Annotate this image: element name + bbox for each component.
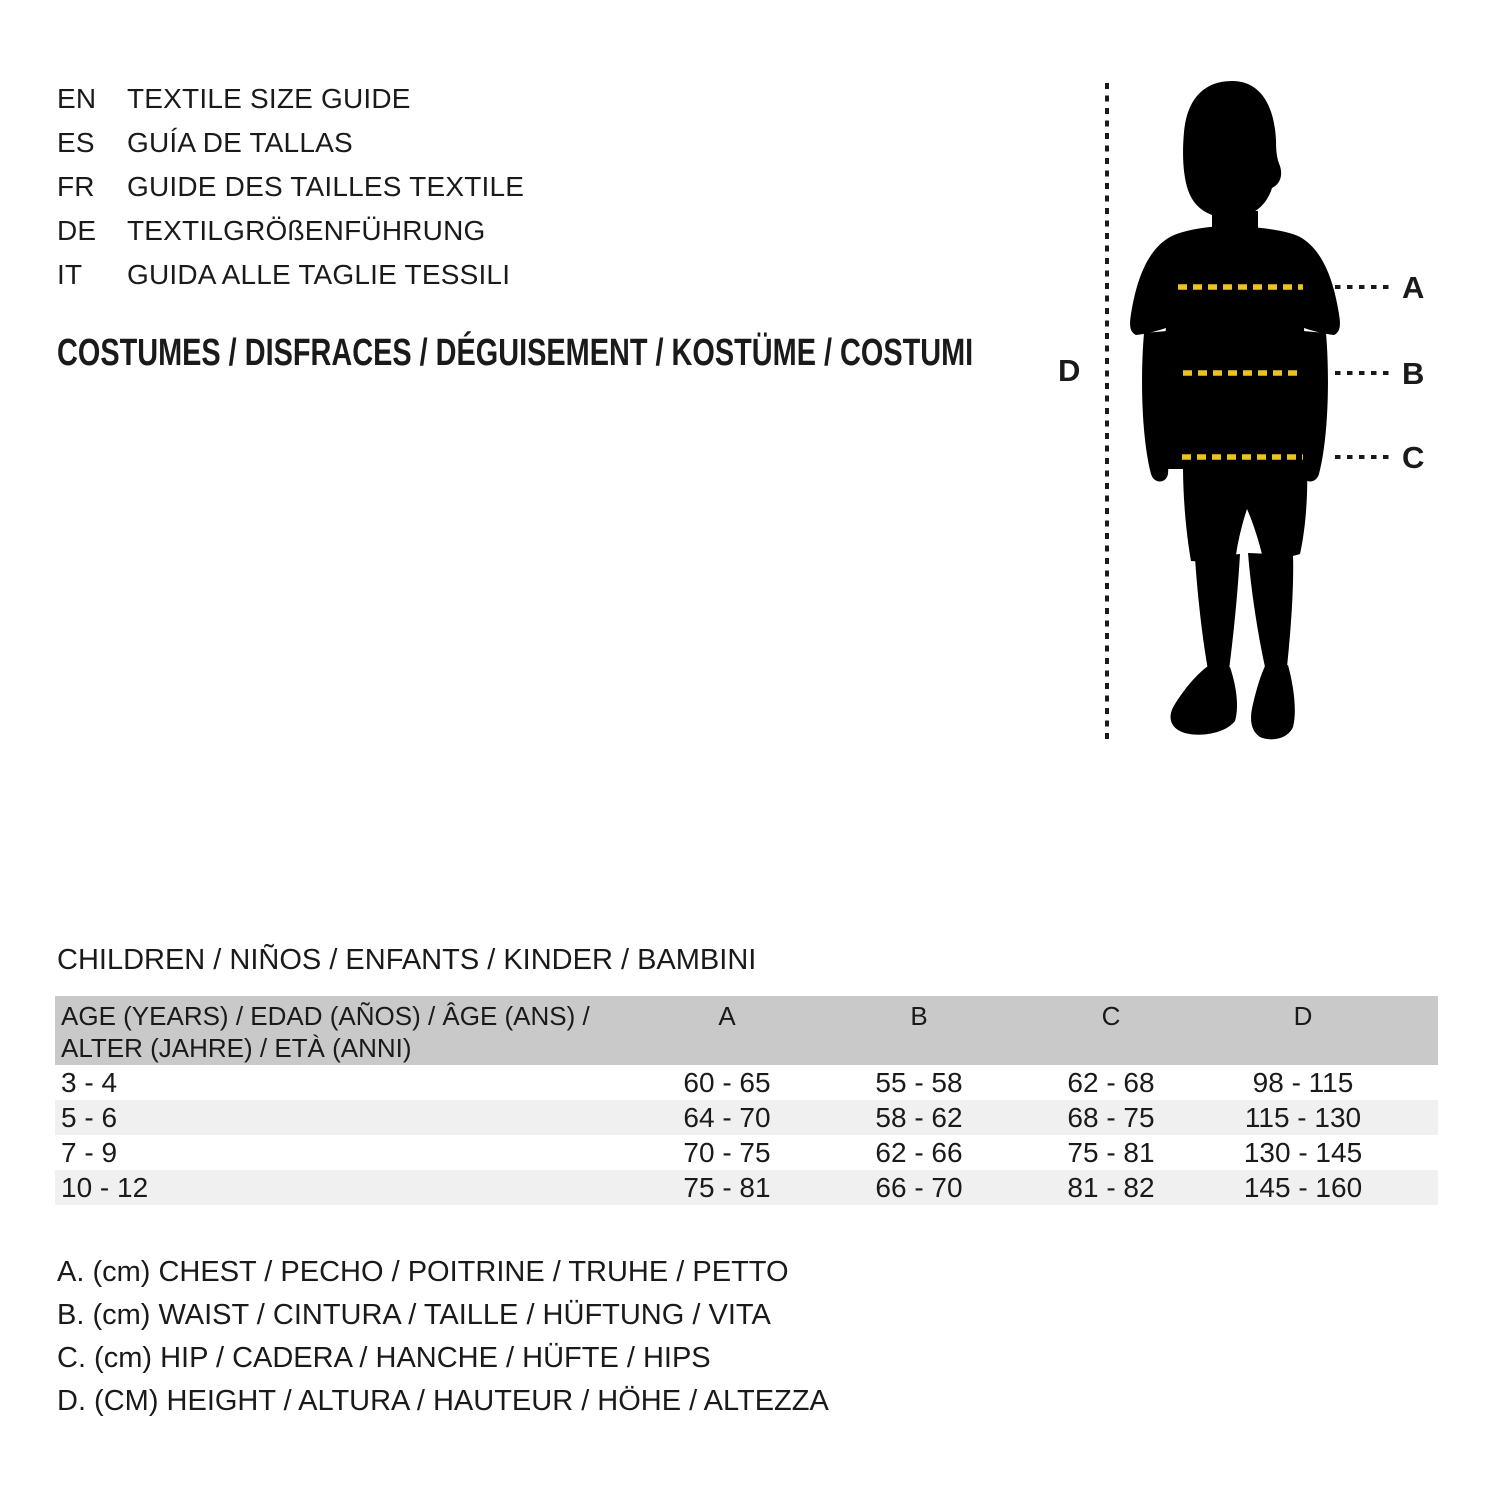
category-title-text: COSTUMES / DISFRACES / DÉGUISEMENT / KOS… — [57, 332, 974, 374]
legend-line-hip: C. (cm) HIP / CADERA / HANCHE / HÜFTE / … — [57, 1342, 711, 1374]
guide-title-en: TEXTILE SIZE GUIDE — [127, 83, 411, 114]
guide-title-es: GUÍA DE TALLAS — [127, 127, 353, 158]
table-header-age: AGE (YEARS) / EDAD (AÑOS) / ÂGE (ANS) / … — [55, 996, 631, 1064]
legend-line-height: D. (CM) HEIGHT / ALTURA / HAUTEUR / HÖHE… — [57, 1385, 829, 1417]
figure-label-c: C — [1402, 440, 1424, 475]
waist-cell: 58 - 62 — [875, 1101, 963, 1133]
hip-cell: 68 - 75 — [1067, 1101, 1155, 1133]
section-heading-children: CHILDREN / NIÑOS / ENFANTS / KINDER / BA… — [57, 944, 757, 976]
waist-cell: 66 - 70 — [875, 1171, 963, 1203]
language-row-es: ES GUÍA DE TALLAS — [57, 121, 524, 165]
figure-label-d: D — [1058, 353, 1080, 388]
height-cell: 98 - 115 — [1252, 1066, 1354, 1098]
language-code: EN — [57, 83, 97, 114]
table-row: 10 - 12 75 - 81 66 - 70 81 - 82 145 - 16… — [55, 1170, 1438, 1205]
measurement-legend: A. (cm) CHEST / PECHO / POITRINE / TRUHE… — [57, 1251, 829, 1423]
language-code: IT — [57, 259, 83, 290]
language-row-fr: FR GUIDE DES TAILLES TEXTILE — [57, 165, 524, 209]
language-row-it: IT GUIDA ALLE TAGLIE TESSILI — [57, 253, 524, 297]
category-title: COSTUMES / DISFRACES / DÉGUISEMENT / KOS… — [57, 333, 1263, 373]
age-cell: 10 - 12 — [61, 1171, 149, 1203]
chest-cell: 75 - 81 — [683, 1171, 771, 1203]
child-silhouette — [1130, 81, 1340, 740]
table-header-col-a: A — [718, 1001, 736, 1031]
table-row: 7 - 9 70 - 75 62 - 66 75 - 81 130 - 145 — [55, 1135, 1438, 1170]
age-cell: 3 - 4 — [61, 1066, 118, 1098]
language-title-list: EN TEXTILE SIZE GUIDE ES GUÍA DE TALLAS … — [57, 77, 524, 297]
measurement-figure: A B C D — [1058, 81, 1424, 743]
table-row: 3 - 4 60 - 65 55 - 58 62 - 68 98 - 115 — [55, 1065, 1438, 1100]
table-row: 5 - 6 64 - 70 58 - 62 68 - 75 115 - 130 — [55, 1100, 1438, 1135]
table-header-col-d: D — [1293, 1001, 1313, 1031]
language-code: DE — [57, 215, 97, 246]
chest-cell: 60 - 65 — [683, 1066, 771, 1098]
legend-line-waist: B. (cm) WAIST / CINTURA / TAILLE / HÜFTU… — [57, 1299, 771, 1331]
figure-label-a: A — [1402, 270, 1424, 305]
figure-label-b: B — [1402, 356, 1424, 391]
height-cell: 130 - 145 — [1243, 1136, 1363, 1168]
hip-cell: 81 - 82 — [1067, 1171, 1155, 1203]
table-header-age-line1: AGE (YEARS) / EDAD (AÑOS) / ÂGE (ANS) / — [61, 1001, 590, 1031]
height-cell: 115 - 130 — [1244, 1101, 1362, 1133]
hip-cell: 75 - 81 — [1067, 1136, 1155, 1168]
language-code: ES — [57, 127, 95, 158]
children-size-table: AGE (YEARS) / EDAD (AÑOS) / ÂGE (ANS) / … — [55, 996, 1438, 1205]
table-header-col-c: C — [1101, 1001, 1121, 1031]
waist-cell: 62 - 66 — [875, 1136, 963, 1168]
guide-title-de: TEXTILGRÖßENFÜHRUNG — [127, 215, 486, 246]
height-cell: 145 - 160 — [1243, 1171, 1363, 1203]
language-code: FR — [57, 171, 95, 202]
hip-cell: 62 - 68 — [1067, 1066, 1155, 1098]
table-header-row: AGE (YEARS) / EDAD (AÑOS) / ÂGE (ANS) / … — [55, 996, 1438, 1065]
chest-cell: 70 - 75 — [683, 1136, 771, 1168]
legend-line-chest: A. (cm) CHEST / PECHO / POITRINE / TRUHE… — [57, 1256, 789, 1288]
guide-title-it: GUIDA ALLE TAGLIE TESSILI — [127, 259, 511, 290]
waist-cell: 55 - 58 — [875, 1066, 963, 1098]
age-cell: 5 - 6 — [61, 1101, 118, 1133]
age-cell: 7 - 9 — [61, 1136, 118, 1168]
guide-title-fr: GUIDE DES TAILLES TEXTILE — [127, 171, 525, 202]
language-row-de: DE TEXTILGRÖßENFÜHRUNG — [57, 209, 524, 253]
table-header-age-line2: ALTER (JAHRE) / ETÀ (ANNI) — [61, 1033, 412, 1063]
language-row-en: EN TEXTILE SIZE GUIDE — [57, 77, 524, 121]
chest-cell: 64 - 70 — [683, 1101, 771, 1133]
table-header-col-b: B — [910, 1001, 928, 1031]
